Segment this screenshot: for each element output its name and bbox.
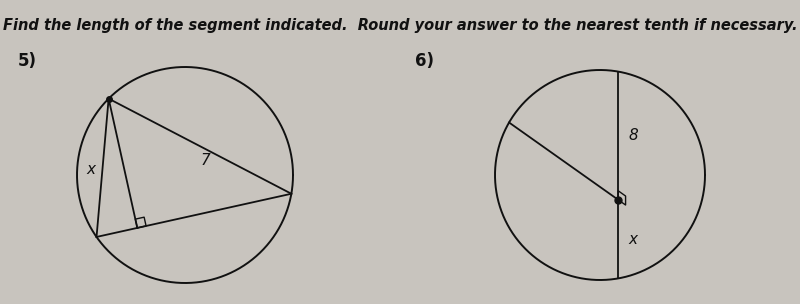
- Text: 6): 6): [415, 52, 434, 70]
- Text: x: x: [628, 232, 638, 247]
- Text: 7: 7: [200, 153, 210, 168]
- Text: Find the length of the segment indicated.  Round your answer to the nearest tent: Find the length of the segment indicated…: [2, 18, 798, 33]
- Text: 5): 5): [18, 52, 37, 70]
- Text: 8: 8: [628, 128, 638, 143]
- Text: x: x: [86, 162, 95, 177]
